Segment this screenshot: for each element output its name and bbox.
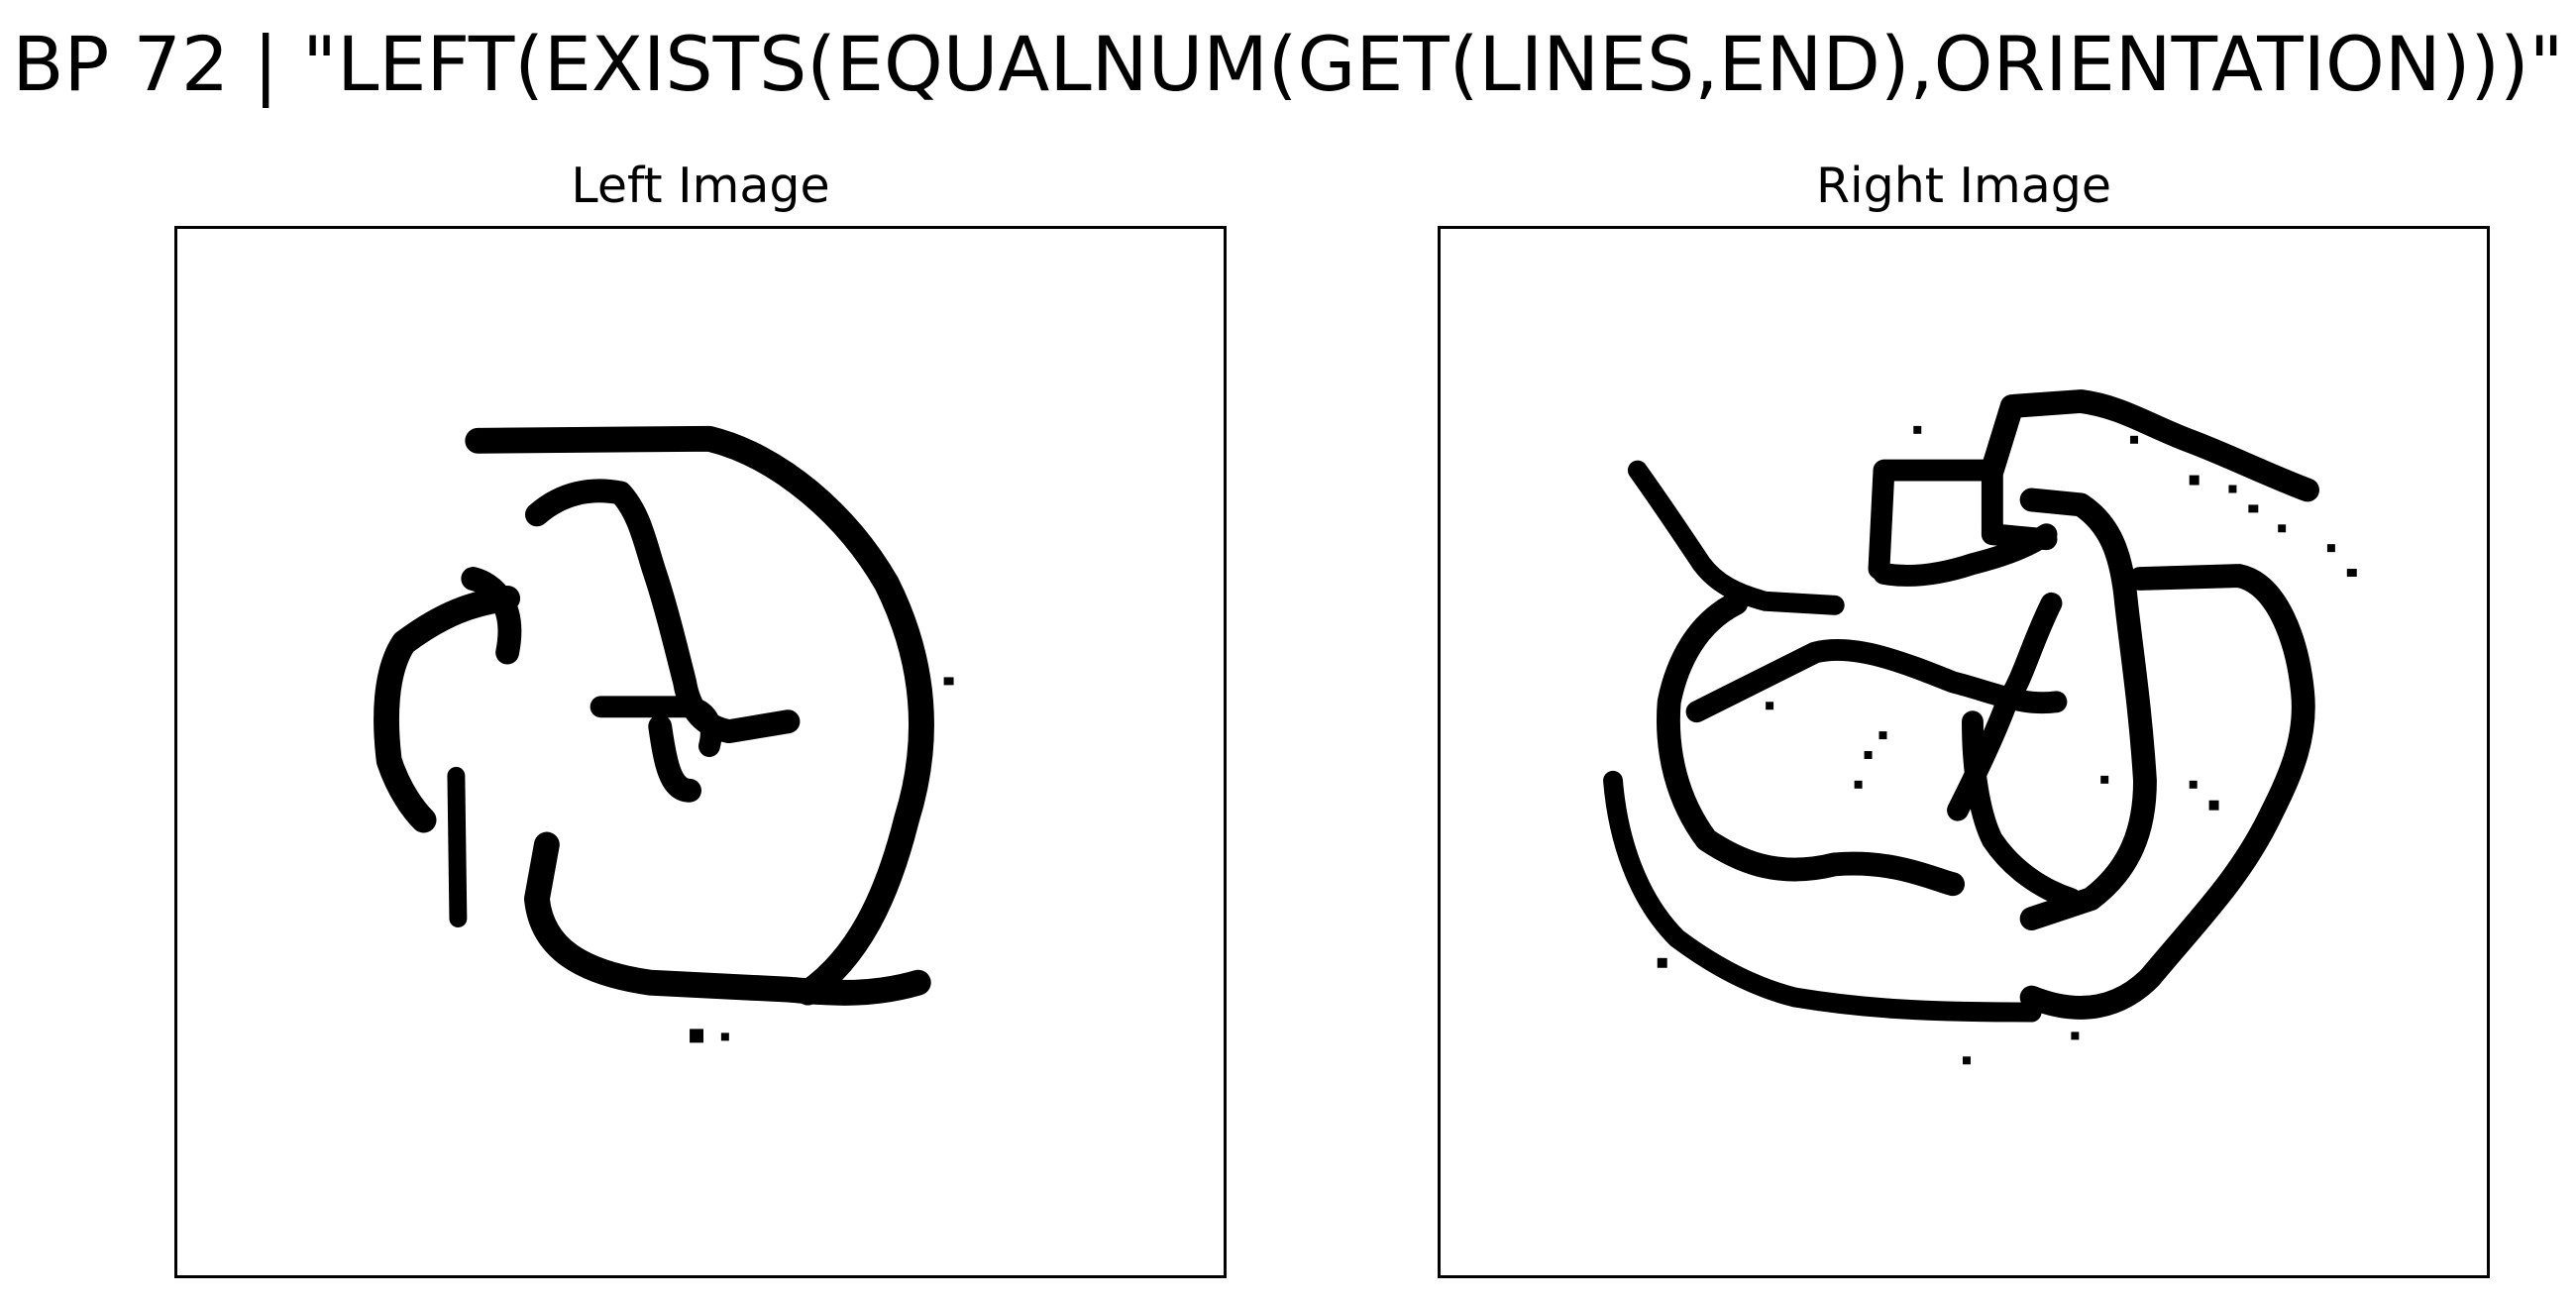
left-center-spur bbox=[590, 696, 722, 757]
right-top-square-base bbox=[1873, 523, 2058, 587]
right-image-drawing bbox=[1603, 389, 2357, 1065]
left-left-curl-head bbox=[461, 567, 522, 665]
right-lower-sweep bbox=[1603, 770, 2042, 1023]
left-image-drawing bbox=[374, 425, 954, 1043]
left-speck bbox=[690, 1029, 703, 1043]
right-right-loop bbox=[2019, 488, 2157, 930]
left-left-tail bbox=[447, 766, 468, 927]
left-outer-arc bbox=[465, 425, 934, 1006]
left-image-panel bbox=[174, 226, 1227, 1278]
right-tangle-figure bbox=[1603, 389, 2357, 1065]
left-left-curl bbox=[374, 585, 521, 833]
right-left-loop bbox=[1657, 591, 1965, 897]
left-bottom-arc bbox=[524, 831, 931, 1006]
right-specks bbox=[1657, 425, 2357, 1065]
right-image-panel bbox=[1438, 226, 2490, 1278]
right-image-label: Right Image bbox=[1815, 158, 2112, 214]
left-inner-curl bbox=[525, 479, 801, 744]
left-speck bbox=[943, 677, 954, 686]
left-swirl-figure bbox=[374, 425, 954, 1043]
right-top-left-stroke bbox=[1627, 460, 1845, 615]
figure-title: BP 72 | "LEFT(EXISTS(EQUALNUM(GET(LINES,… bbox=[12, 20, 2564, 108]
right-top-loop bbox=[1980, 389, 2319, 502]
right-hook-stroke bbox=[1962, 710, 2083, 911]
left-center-stem bbox=[648, 714, 701, 803]
right-outer-loop bbox=[2019, 564, 2315, 1020]
left-speck bbox=[720, 1032, 729, 1041]
left-image-label: Left Image bbox=[571, 158, 830, 214]
